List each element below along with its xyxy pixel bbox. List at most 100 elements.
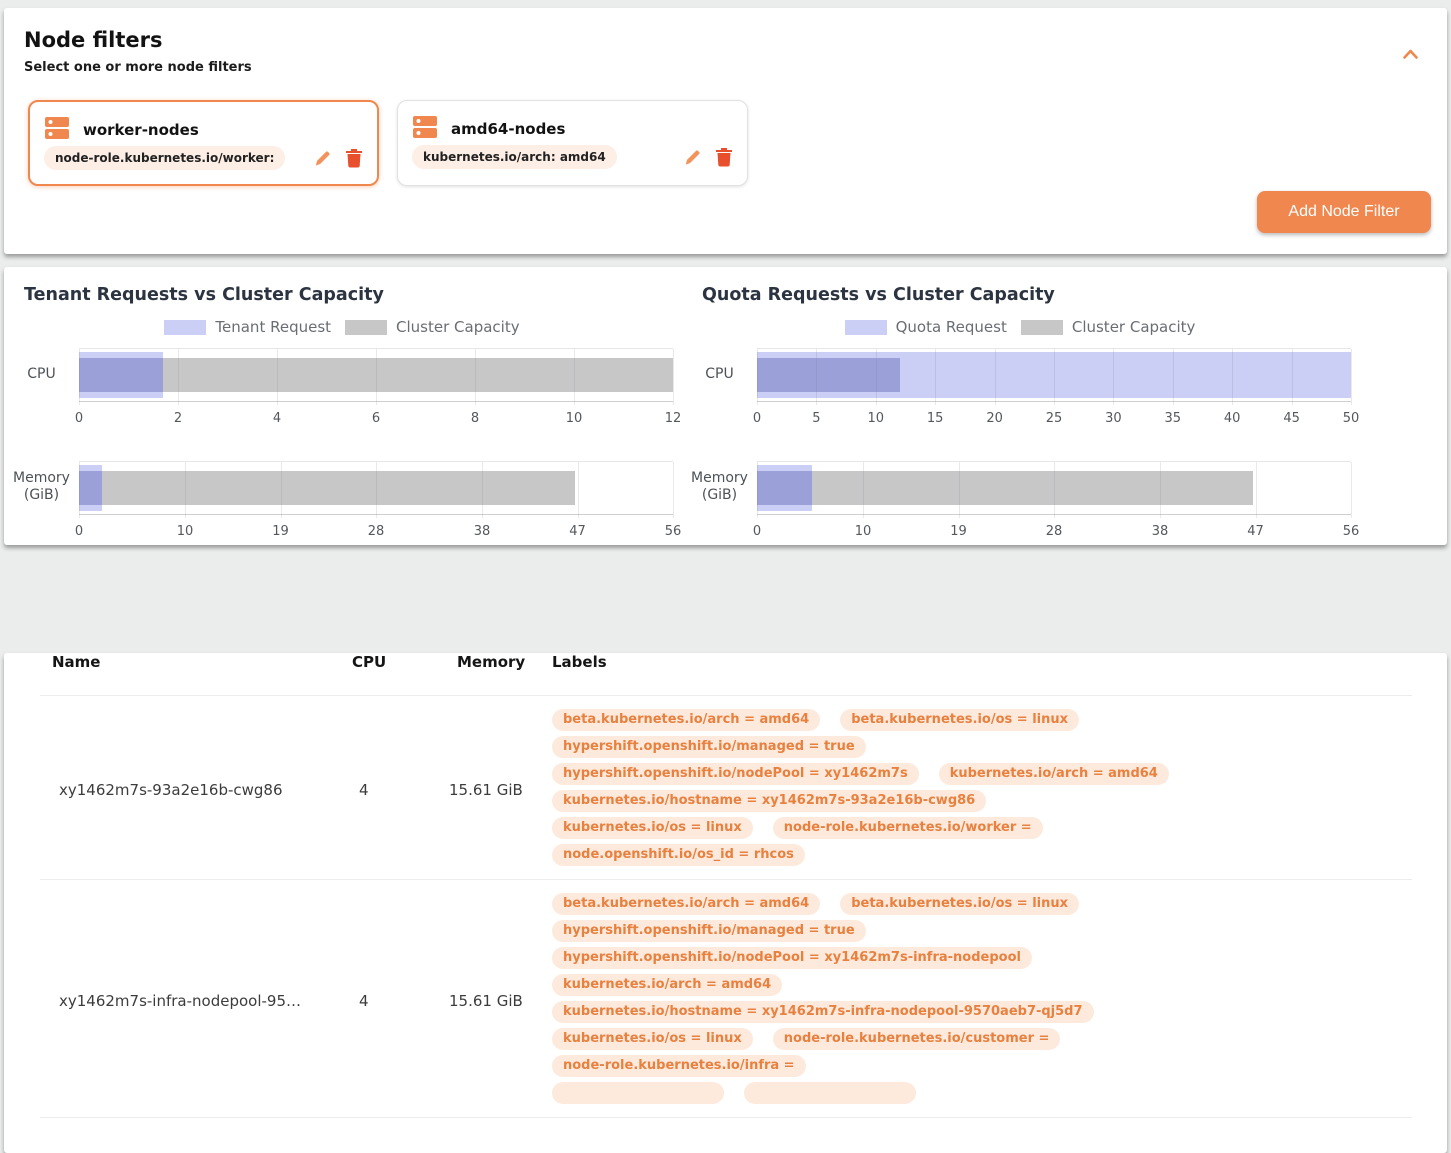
axis-tick-label: 47	[1247, 524, 1264, 539]
axis-tick-label: 19	[950, 524, 967, 539]
plot-wrap: 0 5 10 15 20 25 30 35 40 45 50	[753, 348, 1359, 448]
axis-tick-label: 56	[664, 524, 682, 539]
node-group-icon	[44, 115, 70, 145]
chevron-up-icon	[1402, 48, 1419, 63]
legend-label: Cluster Capacity	[1071, 318, 1196, 336]
filter-label-chip: node-role.kubernetes.io/worker:	[44, 146, 286, 170]
chart-legend: Tenant Request Cluster Capacity	[4, 318, 694, 336]
capacity-overlap-bar	[757, 358, 900, 392]
gridline	[1160, 462, 1162, 518]
delete-filter-button[interactable]	[713, 145, 735, 169]
add-node-filter-button[interactable]: Add Node Filter	[1257, 191, 1431, 233]
label-chip: hypershift.openshift.io/managed = true	[552, 736, 866, 758]
chart-bar-row: CPU 0 5 10 15 20 25 30 35 40 45 50	[682, 348, 1372, 448]
gridline	[1255, 462, 1257, 518]
gridline	[1113, 349, 1115, 405]
table-row: xy1462m7s-93a2e16b-cwg86 4 15.61 GiB beta.k…	[40, 696, 1412, 880]
label-chip	[552, 1082, 724, 1104]
x-axis: 0 5 10 15 20 25 30 35 40 45 50	[753, 402, 1359, 448]
label-chip: beta.kubernetes.io/os = linux	[840, 709, 1080, 731]
page: Node filters Select one or more node fil…	[0, 8, 1451, 1153]
filter-label-chip: kubernetes.io/arch: amd64	[412, 145, 617, 169]
gridline	[816, 349, 818, 405]
axis-tick-label: 38	[1151, 524, 1169, 539]
axis-tick-label: 10	[867, 411, 885, 426]
legend-label: Tenant Request	[215, 318, 332, 336]
cpu-cell: 4	[359, 781, 369, 799]
gridline	[673, 349, 674, 405]
chart-legend: Quota Request Cluster Capacity	[682, 318, 1372, 336]
plot-area	[79, 348, 674, 405]
gridline	[863, 462, 865, 518]
axis-tick-label: 40	[1223, 411, 1241, 426]
charts-panel: Tenant Requests vs Cluster Capacity Tenan…	[4, 267, 1447, 545]
label-chip: node-role.kubernetes.io/worker =	[772, 817, 1043, 839]
gridline	[1172, 349, 1174, 405]
axis-tick-label: 0	[74, 524, 84, 539]
label-chip: beta.kubernetes.io/arch = amd64	[552, 893, 821, 915]
axis-tick-label: 6	[371, 411, 381, 426]
chart-bar-row: CPU 0 2 4 6 8 10 12	[4, 348, 694, 448]
delete-filter-button[interactable]	[343, 146, 365, 170]
collapse-panel-button[interactable]	[1400, 46, 1421, 62]
gridline	[79, 349, 80, 405]
legend-swatch	[164, 319, 207, 335]
axis-tick-label: 5	[812, 411, 821, 426]
axis-tick-label: 19	[272, 524, 289, 539]
legend-label: Quota Request	[895, 318, 1007, 336]
filter-card-header: worker-nodes	[44, 115, 377, 145]
axis-tick-label: 38	[473, 524, 491, 539]
edit-filter-button[interactable]	[311, 146, 334, 170]
table-row: xy1462m7s-infra-nodepool-95… 4 15.61 GiB be…	[40, 880, 1412, 1118]
gridline	[475, 349, 476, 405]
gridline	[994, 349, 996, 405]
capacity-overlap-bar	[79, 471, 103, 505]
column-header-memory: Memory	[457, 653, 526, 671]
edit-filter-button[interactable]	[681, 145, 704, 169]
pencil-icon	[683, 149, 702, 170]
axis-tick-label: 0	[752, 411, 762, 426]
legend-label: Cluster Capacity	[396, 318, 520, 336]
capacity-bar	[163, 358, 673, 392]
label-chips: beta.kubernetes.io/arch = amd64 beta.kube…	[540, 709, 1212, 871]
label-chip: kubernetes.io/hostname = xy1462m7s-infra…	[552, 1001, 1094, 1023]
filter-card-worker-nodes[interactable]: worker-nodes node-role.kubernetes.io/work…	[28, 100, 379, 186]
plot-area	[79, 461, 674, 518]
table-body: xy1462m7s-93a2e16b-cwg86 4 15.61 GiB beta.k…	[4, 696, 1447, 1118]
plot-area	[757, 348, 1352, 405]
chart-quota-requests: Quota Requests vs Cluster Capacity Quota …	[682, 267, 1372, 561]
gridline	[1054, 462, 1055, 518]
filter-actions	[311, 146, 365, 170]
filter-card-amd64-nodes[interactable]: amd64-nodes kubernetes.io/arch: amd64	[397, 100, 748, 186]
label-chip	[744, 1082, 916, 1104]
gridline	[958, 462, 960, 518]
filter-card-header: amd64-nodes	[412, 114, 747, 144]
node-group-icon	[412, 114, 438, 144]
memory-cell: 15.61 GiB	[449, 992, 523, 1010]
node-name-cell: xy1462m7s-infra-nodepool-95…	[59, 992, 302, 1010]
plot-wrap: 0 10 19 28 38 47 56	[753, 461, 1359, 561]
gridline	[277, 349, 278, 405]
axis-category-label: CPU	[27, 365, 56, 382]
filter-name: amd64-nodes	[451, 120, 566, 138]
chart-tenant-requests: Tenant Requests vs Cluster Capacity Tenan…	[4, 267, 694, 561]
label-chip: node.openshift.io/os_id = rhcos	[552, 844, 805, 866]
axis-tick-label: 25	[1045, 411, 1063, 426]
axis-tick-label: 28	[1045, 524, 1063, 539]
pencil-icon	[313, 150, 332, 171]
x-axis: 0 2 4 6 8 10 12	[75, 402, 681, 448]
filter-actions	[681, 145, 735, 169]
panel-subtitle: Select one or more node filters	[24, 60, 252, 75]
gridline	[1351, 462, 1352, 518]
axis-tick-label: 50	[1342, 411, 1360, 426]
gridline	[280, 462, 282, 518]
label-chip: kubernetes.io/os = linux	[552, 1028, 753, 1050]
plot-wrap: 0 2 4 6 8 10 12	[75, 348, 681, 448]
capacity-bar	[102, 471, 576, 505]
label-chip: node-role.kubernetes.io/customer =	[772, 1028, 1061, 1050]
label-chip: kubernetes.io/hostname = xy1462m7s-93a2e…	[552, 790, 987, 812]
capacity-overlap-bar	[757, 471, 813, 505]
legend-swatch	[844, 319, 887, 335]
label-chip: kubernetes.io/arch = amd64	[938, 763, 1169, 785]
gridline	[79, 462, 80, 518]
